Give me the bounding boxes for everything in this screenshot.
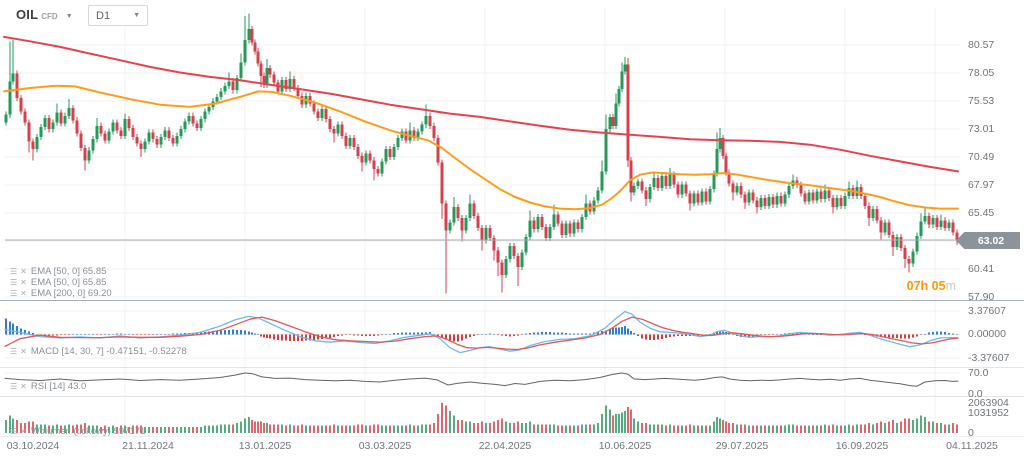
value-tick-label: 3.37607 xyxy=(968,305,1006,317)
timeframe-dropdown[interactable]: D1 ▼ xyxy=(88,5,148,26)
legend-ema-200: ☰ ✕ EMA [200, 0] 69.20 xyxy=(10,288,112,299)
pane-divider-rsi-volume[interactable] xyxy=(0,396,1024,397)
countdown-time: 07h 05 xyxy=(906,279,946,293)
legend-ema-50-a: ☰ ✕ EMA [50, 0] 65.85 xyxy=(10,266,106,277)
pane-divider-main-macd[interactable] xyxy=(0,300,1024,301)
indicator-close-icon[interactable]: ✕ xyxy=(20,381,27,391)
legend-volume: ☰ ✕ Wolumen (tickowy) 597171 xyxy=(10,426,145,437)
symbol-selector[interactable]: OIL CFD ▼ xyxy=(16,7,73,22)
symbol-name: OIL xyxy=(16,7,39,22)
chevron-down-icon: ▼ xyxy=(133,12,140,19)
current-price-tag: 63.02 xyxy=(956,232,1020,249)
indicator-settings-icon[interactable]: ☰ xyxy=(10,288,18,298)
date-tick-label: 21.11.2024 xyxy=(122,440,174,452)
indicator-close-icon[interactable]: ✕ xyxy=(20,426,27,436)
indicator-settings-icon[interactable]: ☰ xyxy=(10,381,18,391)
legend-text: MACD [14, 30, 7] -0.47151, -0.52278 xyxy=(30,346,187,357)
date-tick-label: 16.09.2025 xyxy=(835,440,889,452)
value-tick-label: 65.45 xyxy=(968,207,995,219)
chevron-down-icon: ▼ xyxy=(65,13,73,20)
value-tick-label: 70.0 xyxy=(968,367,989,379)
indicator-settings-icon[interactable]: ☰ xyxy=(10,346,18,356)
value-tick-label: 60.41 xyxy=(968,263,995,275)
date-tick-label: 29.07.2025 xyxy=(715,440,769,452)
candle-countdown: 07h 05m xyxy=(0,279,956,293)
indicator-settings-icon[interactable]: ☰ xyxy=(10,277,18,287)
legend-text: EMA [200, 0] 69.20 xyxy=(30,288,112,299)
date-tick-label: 13.01.2025 xyxy=(238,440,292,452)
legend-macd: ☰ ✕ MACD [14, 30, 7] -0.47151, -0.52278 xyxy=(10,346,187,357)
value-tick-label: 1031952 xyxy=(968,407,1009,419)
value-tick-label: 0.0 xyxy=(968,388,983,400)
value-tick-label: 73.01 xyxy=(968,123,995,135)
countdown-suffix: m xyxy=(945,279,956,293)
value-tick-label: 57.90 xyxy=(968,291,995,303)
legend-ema-50-b: ☰ ✕ EMA [50, 0] 65.85 xyxy=(10,277,106,288)
legend-text: Wolumen (tickowy) 597171 xyxy=(30,426,146,437)
pane-divider-macd-rsi[interactable] xyxy=(0,367,1024,368)
timeframe-value: D1 xyxy=(96,9,111,22)
value-tick-label: -3.37607 xyxy=(968,352,1010,364)
pane-divider-volume-dates xyxy=(0,436,1024,437)
legend-text: EMA [50, 0] 65.85 xyxy=(30,277,107,288)
value-tick-label: 0.00000 xyxy=(968,328,1006,340)
value-tick-label: 78.05 xyxy=(968,67,995,79)
indicator-settings-icon[interactable]: ☰ xyxy=(10,426,18,436)
indicator-close-icon[interactable]: ✕ xyxy=(20,266,27,276)
date-tick-label: 22.04.2025 xyxy=(478,440,532,452)
value-tick-label: 0 xyxy=(968,427,974,439)
date-tick-label: 10.06.2025 xyxy=(598,440,652,452)
indicator-settings-icon[interactable]: ☰ xyxy=(10,266,18,276)
value-tick-label: 70.49 xyxy=(968,151,995,163)
value-tick-label: 2063904 xyxy=(968,397,1009,409)
value-tick-label: 67.97 xyxy=(968,179,995,191)
indicator-close-icon[interactable]: ✕ xyxy=(20,277,27,287)
current-price-value: 63.02 xyxy=(977,234,1005,247)
legend-rsi: ☰ ✕ RSI [14] 43.0 xyxy=(10,381,86,392)
legend-text: EMA [50, 0] 65.85 xyxy=(30,266,107,277)
indicator-close-icon[interactable]: ✕ xyxy=(20,288,27,298)
date-tick-label: 04.11.2025 xyxy=(946,440,998,452)
legend-text: RSI [14] 43.0 xyxy=(30,381,87,392)
value-tick-label: 80.57 xyxy=(968,39,995,51)
date-tick-label: 03.03.2025 xyxy=(358,440,412,452)
indicator-close-icon[interactable]: ✕ xyxy=(20,346,27,356)
value-tick-label: 75.53 xyxy=(968,95,995,107)
instrument-type-label: CFD xyxy=(41,12,58,21)
date-tick-label: 03.10.2024 xyxy=(6,440,60,452)
